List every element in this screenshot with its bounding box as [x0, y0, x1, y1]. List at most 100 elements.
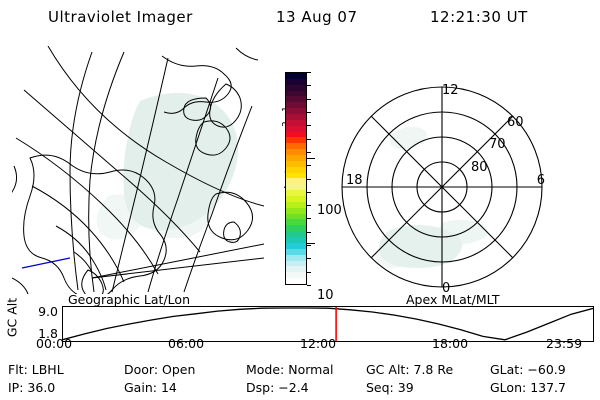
status-field-flt: Flt: LBHL	[8, 362, 64, 377]
right-panel-caption: Apex MLat/MLT	[406, 292, 500, 307]
coastline-layer	[12, 47, 259, 294]
colorbar-tick	[307, 85, 311, 87]
status-field-seq: Seq: 39	[366, 380, 414, 395]
svg-text:6: 6	[537, 173, 545, 188]
colorbar-tick	[307, 205, 311, 207]
status-label: Door:	[124, 362, 163, 377]
svg-text:80: 80	[471, 160, 488, 175]
colorbar-swatch	[286, 84, 306, 91]
instrument-title: Ultraviolet Imager	[48, 8, 193, 26]
colorbar-swatch	[286, 201, 306, 208]
colorbar-panel: photon cm-2s-1 100 10	[265, 60, 355, 303]
colorbar-swatch	[286, 155, 306, 161]
status-value: Normal	[288, 362, 334, 377]
colorbar-swatch	[286, 114, 306, 120]
orbit-xtick-4: 23:59	[546, 336, 583, 351]
status-value: 14	[160, 380, 177, 395]
colorbar-swatch	[286, 190, 306, 197]
colorbar-swatch	[286, 237, 306, 243]
status-value: Open	[162, 362, 196, 377]
left-panel-caption: Geographic Lat/Lon	[68, 292, 190, 307]
colorbar-swatch	[286, 149, 306, 156]
colorbar-tick	[307, 191, 311, 193]
status-field-glon: GLon: 137.7	[490, 380, 566, 395]
colorbar-tick-marks	[307, 72, 315, 286]
status-label: Flt:	[8, 362, 32, 377]
colorbar-swatch	[286, 137, 306, 144]
colorbar-swatch	[286, 166, 306, 173]
colorbar-swatch	[286, 160, 306, 167]
colorbar-swatch	[286, 272, 306, 279]
orbit-altitude-curve-svg	[63, 307, 593, 341]
colorbar-swatch	[286, 119, 306, 126]
status-label: Mode:	[246, 362, 289, 377]
colorbar-swatch	[286, 184, 306, 191]
status-value: 137.7	[530, 380, 566, 395]
colorbar-swatch	[286, 78, 306, 85]
apex-polar-panel[interactable]: 12 18 6 0 60 70 80	[332, 44, 600, 294]
colorbar-tick	[307, 72, 311, 73]
svg-text:12: 12	[442, 83, 459, 98]
status-value: 36.0	[27, 380, 56, 395]
colorbar-tick	[307, 138, 311, 140]
colorbar-swatch	[286, 90, 306, 97]
colorbar-tick	[307, 111, 311, 113]
colorbar-tick	[307, 231, 311, 233]
status-label: Gain:	[124, 380, 161, 395]
polar-aurora-layer	[375, 126, 489, 269]
colorbar-label-low: 10	[317, 288, 334, 303]
svg-text:60: 60	[507, 115, 524, 130]
orbit-y-ticks: 9.0 1.8	[20, 304, 58, 342]
colorbar-tick	[307, 125, 311, 127]
orbit-ytick-high: 9.0	[38, 304, 58, 319]
colorbar-swatch	[286, 102, 306, 109]
colorbar-swatch	[286, 242, 306, 249]
colorbar-swatch	[286, 196, 306, 202]
colorbar-scale[interactable]	[285, 72, 307, 285]
colorbar-swatch	[286, 219, 306, 226]
status-value: LBHL	[31, 362, 64, 377]
orbit-xtick-1: 06:00	[168, 336, 205, 351]
colorbar-tick	[307, 165, 311, 167]
colorbar-tick	[307, 178, 311, 180]
orbit-xtick-0: 00:00	[36, 336, 73, 351]
colorbar-swatch	[286, 225, 306, 232]
status-label: GLat:	[490, 362, 528, 377]
colorbar-tick	[307, 271, 311, 273]
geographic-map-panel[interactable]	[12, 46, 264, 294]
colorbar-swatch	[286, 131, 306, 138]
colorbar-tick	[307, 245, 311, 247]
colorbar-swatch	[286, 207, 306, 214]
observation-time: 12:21:30 UT	[430, 8, 528, 26]
colorbar-swatch	[286, 254, 306, 261]
orbit-xtick-3: 18:00	[432, 336, 469, 351]
colorbar-swatch	[286, 108, 306, 115]
terminator-line	[21, 257, 71, 269]
colorbar-swatch	[286, 260, 306, 267]
orbit-altitude-curve	[63, 307, 593, 341]
colorbar-swatch	[286, 278, 306, 284]
status-value: −60.9	[527, 362, 566, 377]
header-bar: Ultraviolet Imager 13 Aug 07 12:21:30 UT	[0, 8, 600, 32]
status-label: Dsp:	[246, 380, 279, 395]
colorbar-swatch	[286, 248, 306, 255]
geographic-map-svg	[12, 46, 264, 294]
orbit-plot-area[interactable]	[62, 306, 594, 342]
colorbar-swatch	[286, 73, 306, 79]
polar-dial-svg: 12 18 6 0 60 70 80	[341, 83, 545, 294]
svg-text:0: 0	[442, 281, 450, 294]
status-value: 39	[397, 380, 414, 395]
colorbar-tick	[307, 98, 311, 100]
colorbar-swatch	[286, 213, 306, 220]
colorbar-swatch	[286, 178, 306, 185]
status-field-gc-alt: GC Alt: 7.8 Re	[366, 362, 453, 377]
orbit-xtick-2: 12:00	[300, 336, 337, 351]
status-value: −2.4	[278, 380, 309, 395]
colorbar-swatch	[286, 96, 306, 103]
colorbar-swatch	[286, 266, 306, 273]
svg-text:18: 18	[346, 173, 363, 188]
colorbar-tick-major	[307, 158, 315, 159]
status-label: Seq:	[366, 380, 398, 395]
orbit-ytick-low: 1.8	[38, 326, 58, 341]
